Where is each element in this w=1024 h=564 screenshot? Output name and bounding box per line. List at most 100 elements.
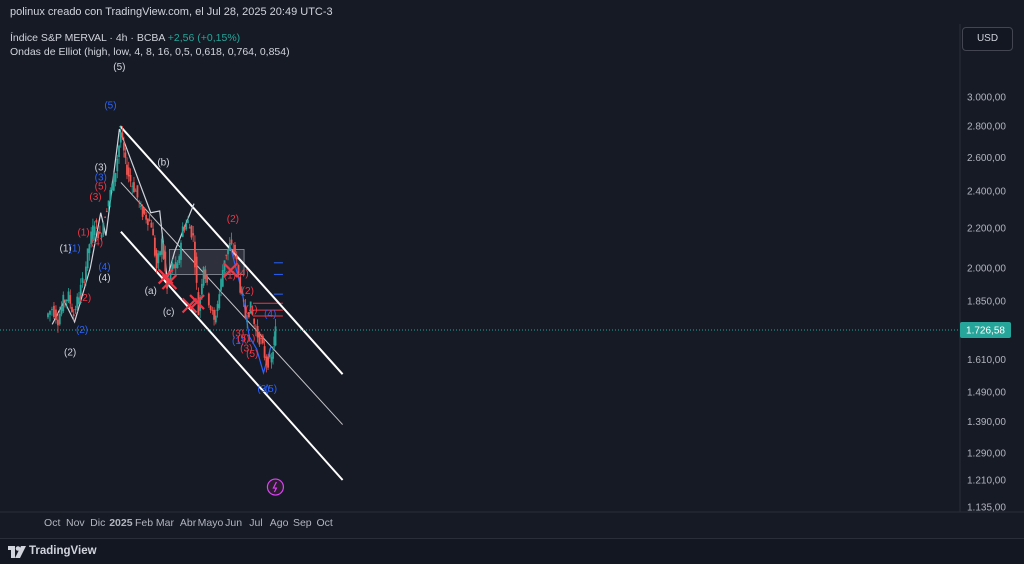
candle-body (104, 217, 106, 218)
candle-body (98, 231, 101, 234)
candle-body (256, 326, 259, 338)
x-tick-label: Mar (156, 517, 175, 529)
wave-label: (5) (113, 62, 125, 73)
candle-body (150, 222, 153, 228)
wave-label: (b) (157, 158, 169, 169)
wave-label: (5) (246, 349, 258, 360)
candle-body (152, 228, 155, 236)
currency-button[interactable]: USD (962, 27, 1013, 51)
candle-body (166, 275, 168, 289)
candle-body (145, 214, 148, 220)
x-tick-label: Mayo (198, 517, 224, 529)
candle-body (100, 234, 103, 238)
candle-body (251, 311, 254, 315)
candle-body (126, 164, 128, 175)
y-tick-label: 1.210,00 (967, 476, 1006, 487)
candle-body (112, 173, 115, 191)
y-tick-label: 2.000,00 (967, 264, 1006, 275)
candle-body (195, 256, 198, 283)
x-tick-label: Ago (270, 517, 289, 529)
candle-body (221, 270, 224, 287)
chart-area[interactable]: (5) (5) (b) (3) (3) (5) (3) (1) (4) (1) (1) (4) (4)(… (0, 24, 1024, 538)
x-tick-label: Jul (249, 517, 262, 529)
elliott-wave-path (51, 128, 195, 325)
wave-label: (3) (257, 384, 269, 395)
author-credit: polinux creado con TradingView.com, el J… (10, 6, 333, 18)
x-tick-label: Dic (90, 517, 105, 529)
candle-body (109, 189, 112, 201)
candle-body (160, 238, 163, 255)
candle-body (206, 275, 209, 283)
price-chart[interactable]: (5)(5)(b)(3)(3)(5)(3)(1)(4)(1)(1)(4)(4)(… (0, 24, 1024, 538)
candle-body (227, 248, 229, 255)
candle-body (143, 207, 146, 214)
chart-header: polinux creado con TradingView.com, el J… (0, 0, 1024, 24)
candle-body (64, 300, 66, 302)
x-tick-label: Sep (293, 517, 312, 529)
candle-body (72, 314, 75, 316)
candle-body (65, 299, 68, 302)
candle-body (169, 272, 172, 281)
candle-body (111, 183, 113, 191)
candle-body (173, 264, 175, 269)
wave-label: (2) (227, 214, 239, 225)
candle-body (187, 220, 189, 223)
candle-body (209, 305, 212, 310)
candle-body (213, 309, 215, 320)
cross-marker (222, 262, 239, 278)
candle-body (267, 356, 269, 368)
candle-body (129, 175, 132, 182)
candle-body (90, 231, 93, 245)
candle-body (239, 276, 242, 293)
candle-body (85, 266, 87, 281)
candle-body (235, 255, 238, 260)
candle-body (157, 253, 160, 264)
y-tick-label: 3.000,00 (967, 93, 1006, 104)
candle-body (220, 279, 222, 291)
x-tick-label: Nov (66, 517, 85, 529)
candle-body (122, 142, 125, 151)
y-tick-label: 1.610,00 (967, 355, 1006, 366)
wave-label: (1) (68, 243, 80, 254)
wave-label: (3) (240, 344, 252, 355)
candle-body (270, 356, 273, 363)
chart-legend: Índice S&P MERVAL · 4h · BCBA +2,56 (+0,… (10, 31, 290, 59)
candle-body (204, 269, 207, 279)
candle-body (138, 201, 141, 203)
wave-label: (1) (232, 336, 244, 347)
candle-body (242, 300, 245, 302)
wave-label: (4) (91, 237, 103, 248)
candle-body (258, 332, 261, 345)
candle-body (192, 233, 195, 236)
candle-body (102, 222, 105, 235)
y-tick-label: 1.390,00 (967, 417, 1006, 428)
candle-body (241, 291, 243, 294)
wave-label: (4) (236, 269, 248, 280)
candle-body (62, 294, 65, 312)
candle-body (91, 225, 94, 241)
candle-body (207, 293, 210, 306)
wave-label: (4) (98, 273, 110, 284)
candle-body (133, 182, 135, 193)
candle-body (88, 244, 91, 254)
candle-body (79, 284, 82, 298)
candle-body (202, 267, 205, 286)
candle-body (60, 306, 63, 315)
candle-body (237, 265, 240, 274)
candle-body (69, 295, 72, 304)
x-tick-label: 2025 (109, 517, 133, 529)
cross-marker (181, 297, 198, 314)
candle-body (141, 206, 144, 217)
wave-label: (4) (264, 309, 276, 320)
candle-body (274, 326, 277, 346)
candle-body (131, 185, 134, 187)
symbol-legend-row: Índice S&P MERVAL · 4h · BCBA +2,56 (+0,… (10, 31, 290, 45)
y-tick-label: 2.200,00 (967, 223, 1006, 234)
candle-body (162, 244, 165, 259)
y-tick-label: 2.400,00 (967, 187, 1006, 198)
wave-label: (4) (98, 262, 110, 273)
candle-body (188, 227, 191, 229)
candle-body (248, 312, 250, 318)
wave-label-layer: (5)(5)(b)(3)(3)(5)(3)(1)(4)(1)(1)(4)(4)(… (60, 62, 278, 395)
indicator-legend-row: Ondas de Elliot (high, low, 4, 8, 16, 0,… (10, 45, 290, 59)
